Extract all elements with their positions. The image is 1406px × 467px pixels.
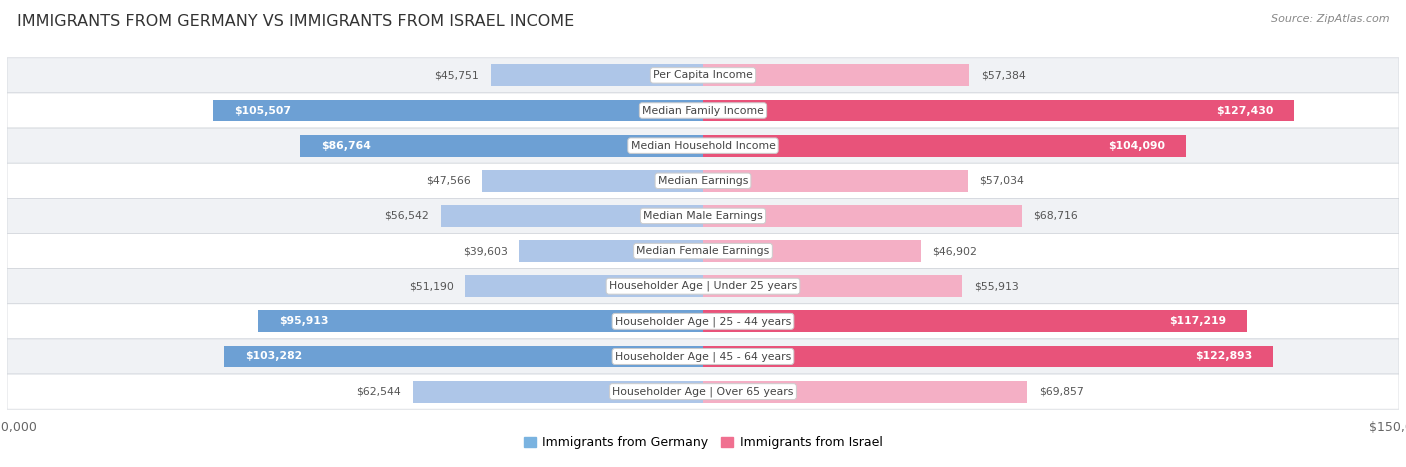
Text: Median Female Earnings: Median Female Earnings xyxy=(637,246,769,256)
Text: $46,902: $46,902 xyxy=(932,246,977,256)
Bar xyxy=(703,276,963,297)
Text: $69,857: $69,857 xyxy=(1039,387,1084,396)
Text: $51,190: $51,190 xyxy=(409,281,454,291)
Text: IMMIGRANTS FROM GERMANY VS IMMIGRANTS FROM ISRAEL INCOME: IMMIGRANTS FROM GERMANY VS IMMIGRANTS FR… xyxy=(17,14,574,29)
Text: $104,090: $104,090 xyxy=(1108,141,1166,151)
Text: Median Household Income: Median Household Income xyxy=(630,141,776,151)
Text: $55,913: $55,913 xyxy=(974,281,1019,291)
Text: Median Family Income: Median Family Income xyxy=(643,106,763,115)
FancyBboxPatch shape xyxy=(7,304,1399,339)
Text: $127,430: $127,430 xyxy=(1216,106,1274,115)
Bar xyxy=(703,240,921,262)
Text: $57,384: $57,384 xyxy=(981,71,1025,80)
Text: Householder Age | Under 25 years: Householder Age | Under 25 years xyxy=(609,281,797,291)
Bar xyxy=(703,381,1028,403)
Bar xyxy=(703,170,967,191)
FancyBboxPatch shape xyxy=(7,269,1399,304)
Bar xyxy=(519,240,703,262)
FancyBboxPatch shape xyxy=(7,198,1399,234)
FancyBboxPatch shape xyxy=(7,339,1399,374)
Text: Per Capita Income: Per Capita Income xyxy=(652,71,754,80)
Text: $57,034: $57,034 xyxy=(979,176,1024,186)
Bar xyxy=(465,276,703,297)
Bar xyxy=(703,205,1022,227)
Text: Householder Age | 45 - 64 years: Householder Age | 45 - 64 years xyxy=(614,351,792,362)
Bar xyxy=(440,205,703,227)
Text: $117,219: $117,219 xyxy=(1168,316,1226,326)
Bar xyxy=(214,99,703,121)
Bar xyxy=(413,381,703,403)
Text: $39,603: $39,603 xyxy=(463,246,508,256)
Bar xyxy=(482,170,703,191)
Bar xyxy=(491,64,703,86)
Text: Source: ZipAtlas.com: Source: ZipAtlas.com xyxy=(1271,14,1389,24)
Bar xyxy=(257,311,703,332)
Text: Householder Age | 25 - 44 years: Householder Age | 25 - 44 years xyxy=(614,316,792,326)
Text: $47,566: $47,566 xyxy=(426,176,471,186)
Text: $68,716: $68,716 xyxy=(1033,211,1078,221)
FancyBboxPatch shape xyxy=(7,128,1399,163)
Text: $105,507: $105,507 xyxy=(235,106,291,115)
Text: $45,751: $45,751 xyxy=(434,71,479,80)
Text: $86,764: $86,764 xyxy=(322,141,371,151)
FancyBboxPatch shape xyxy=(7,58,1399,93)
Bar xyxy=(703,311,1247,332)
Bar xyxy=(703,99,1295,121)
Text: Householder Age | Over 65 years: Householder Age | Over 65 years xyxy=(612,386,794,397)
Text: Median Earnings: Median Earnings xyxy=(658,176,748,186)
Bar xyxy=(703,346,1274,368)
Text: $56,542: $56,542 xyxy=(384,211,429,221)
Legend: Immigrants from Germany, Immigrants from Israel: Immigrants from Germany, Immigrants from… xyxy=(519,432,887,454)
FancyBboxPatch shape xyxy=(7,93,1399,128)
FancyBboxPatch shape xyxy=(7,374,1399,409)
Text: $95,913: $95,913 xyxy=(278,316,329,326)
Bar xyxy=(703,64,969,86)
Bar xyxy=(301,135,703,156)
FancyBboxPatch shape xyxy=(7,163,1399,198)
Text: $103,282: $103,282 xyxy=(245,352,302,361)
Text: $62,544: $62,544 xyxy=(357,387,401,396)
FancyBboxPatch shape xyxy=(7,234,1399,269)
Text: Median Male Earnings: Median Male Earnings xyxy=(643,211,763,221)
Text: $122,893: $122,893 xyxy=(1195,352,1253,361)
Bar xyxy=(224,346,703,368)
Bar xyxy=(703,135,1185,156)
